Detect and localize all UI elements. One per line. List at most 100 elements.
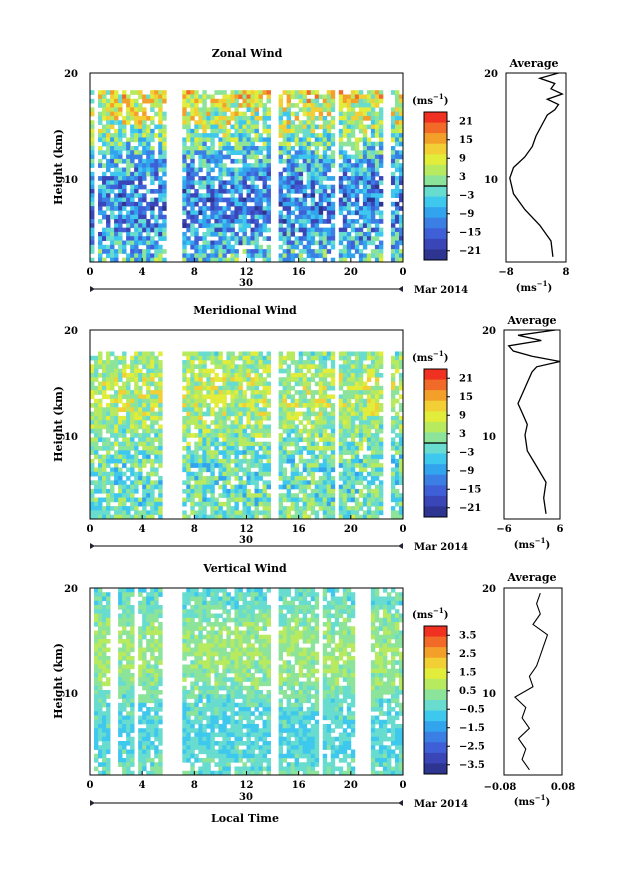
- zonal-wind-heat-cell: [375, 99, 379, 104]
- zonal-wind-heat-cell: [98, 116, 102, 121]
- zonal-wind-heat-cell: [363, 99, 367, 104]
- zonal-wind-heat-cell: [339, 210, 343, 215]
- meridional-wind-heat-cell: [347, 407, 351, 412]
- zonal-wind-colorbar-swatch: [424, 186, 447, 197]
- meridional-wind-heat-cell: [150, 394, 154, 399]
- zonal-wind-heat-cell: [291, 133, 295, 138]
- zonal-wind-heat-cell: [194, 219, 198, 224]
- meridional-wind-heat-cell: [315, 390, 319, 395]
- meridional-wind-heat-cell: [242, 493, 246, 498]
- meridional-wind-xtick-label: 16: [292, 524, 306, 535]
- meridional-wind-heat-cell: [359, 416, 363, 421]
- meridional-wind-heat-cell: [138, 351, 142, 356]
- meridional-wind-heat-cell: [158, 476, 162, 481]
- zonal-wind-heat-cell: [106, 116, 110, 121]
- meridional-wind-heat-cell: [299, 485, 303, 490]
- vertical-wind-heat-cell: [118, 669, 122, 674]
- meridional-wind-heat-cell: [182, 429, 186, 434]
- zonal-wind-heat-cell: [363, 241, 367, 246]
- vertical-wind-heat-cell: [138, 592, 142, 597]
- meridional-wind-heat-cell: [218, 429, 222, 434]
- zonal-wind-heat-cell: [343, 253, 347, 258]
- zonal-wind-heat-cell: [210, 120, 214, 125]
- zonal-wind-heat-cell: [367, 112, 371, 117]
- meridional-wind-heat-cell: [247, 480, 251, 485]
- meridional-wind-heat-cell: [291, 412, 295, 417]
- zonal-wind-heat-cell: [210, 176, 214, 181]
- meridional-wind-heat-cell: [122, 485, 126, 490]
- zonal-wind-heat-cell: [267, 168, 271, 173]
- meridional-wind-heat-cell: [210, 498, 214, 503]
- zonal-wind-heat-cell: [142, 193, 146, 198]
- meridional-wind-heat-cell: [299, 390, 303, 395]
- meridional-wind-heat-cell: [154, 437, 158, 442]
- zonal-wind-heat-cell: [202, 146, 206, 151]
- zonal-wind-heat-cell: [162, 116, 166, 121]
- meridional-wind-heat-cell: [375, 364, 379, 369]
- zonal-wind-heat-cell: [339, 120, 343, 125]
- meridional-wind-heat-cell: [206, 356, 210, 361]
- vertical-wind-heat-cell: [122, 592, 126, 597]
- zonal-wind-heat-cell: [295, 241, 299, 246]
- zonal-wind-heat-cell: [267, 219, 271, 224]
- meridional-wind-heat-cell: [311, 356, 315, 361]
- vertical-wind-heat-cell: [142, 605, 146, 610]
- meridional-wind-heat-cell: [110, 364, 114, 369]
- zonal-wind-heat-cell: [255, 189, 259, 194]
- meridional-wind-heat-cell: [118, 377, 122, 382]
- meridional-wind-heat-cell: [291, 498, 295, 503]
- zonal-wind-heat-cell: [295, 129, 299, 134]
- zonal-wind-heat-cell: [295, 206, 299, 211]
- meridional-wind-heat-cell: [327, 425, 331, 430]
- meridional-wind-heat-cell: [110, 407, 114, 412]
- meridional-wind-heat-cell: [295, 493, 299, 498]
- meridional-wind-heat-cell: [367, 403, 371, 408]
- meridional-wind-heat-cell: [218, 425, 222, 430]
- zonal-wind-heat-cell: [118, 107, 122, 112]
- meridional-wind-heat-cell: [122, 351, 126, 356]
- zonal-wind-heat-cell: [375, 155, 379, 160]
- zonal-wind-heat-cell: [158, 228, 162, 233]
- meridional-wind-heat-cell: [255, 356, 259, 361]
- zonal-wind-heat-cell: [327, 228, 331, 233]
- zonal-wind-heat-cell: [323, 185, 327, 190]
- zonal-wind-heat-cell: [190, 116, 194, 121]
- meridional-wind-heat-cell: [371, 360, 375, 365]
- zonal-wind-heat-cell: [287, 176, 291, 181]
- zonal-wind-heat-cell: [214, 120, 218, 125]
- zonal-wind-heat-cell: [190, 180, 194, 185]
- meridional-wind-heat-cell: [303, 446, 307, 451]
- vertical-wind-heat-cell: [106, 711, 110, 716]
- meridional-wind-heat-cell: [130, 442, 134, 447]
- zonal-wind-heat-cell: [214, 133, 218, 138]
- meridional-wind-heat-cell: [251, 351, 255, 356]
- meridional-wind-heat-cell: [118, 390, 122, 395]
- zonal-wind-heat-cell: [283, 168, 287, 173]
- zonal-wind-heat-cell: [291, 120, 295, 125]
- zonal-wind-heat-cell: [162, 90, 166, 95]
- meridional-wind-heat-cell: [299, 412, 303, 417]
- meridional-wind-heat-cell: [198, 420, 202, 425]
- zonal-wind-heat-cell: [283, 129, 287, 134]
- zonal-wind-heat-cell: [359, 236, 363, 241]
- zonal-wind-colorbar-swatch: [424, 218, 447, 229]
- zonal-wind-heat-cell: [202, 198, 206, 203]
- meridional-wind-heat-cell: [307, 459, 311, 464]
- meridional-wind-heat-cell: [198, 394, 202, 399]
- zonal-wind-heat-cell: [319, 249, 323, 254]
- meridional-wind-heat-cell: [230, 446, 234, 451]
- zonal-wind-heat-cell: [114, 249, 118, 254]
- meridional-wind-heat-cell: [134, 450, 138, 455]
- meridional-wind-heat-cell: [102, 489, 106, 494]
- vertical-wind-heat-cell: [142, 669, 146, 674]
- meridional-wind-heat-cell: [222, 485, 226, 490]
- meridional-wind-heat-cell: [263, 377, 267, 382]
- meridional-wind-heat-cell: [210, 480, 214, 485]
- zonal-wind-heat-cell: [327, 249, 331, 254]
- zonal-wind-heat-cell: [371, 90, 375, 95]
- meridional-wind-heat-cell: [307, 390, 311, 395]
- zonal-wind-heat-cell: [259, 137, 263, 142]
- zonal-wind-heat-cell: [206, 228, 210, 233]
- zonal-wind-heat-cell: [198, 94, 202, 99]
